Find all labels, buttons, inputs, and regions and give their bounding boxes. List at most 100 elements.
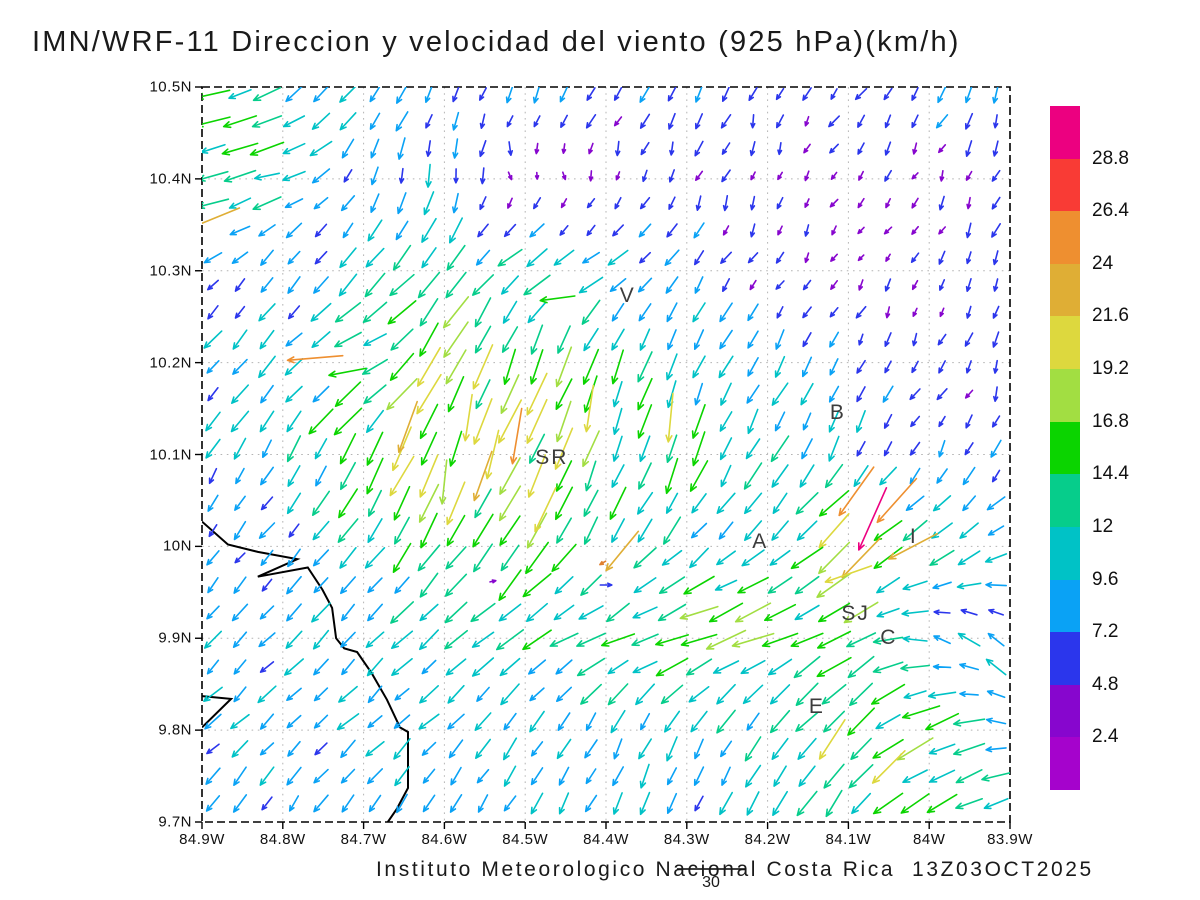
wind-arrow	[824, 565, 873, 584]
wind-arrow	[992, 331, 1000, 348]
wind-arrow	[530, 324, 544, 355]
wind-arrow	[959, 662, 979, 671]
wind-arrow	[258, 522, 276, 539]
station-label-b: B	[829, 401, 846, 425]
wind-arrow	[911, 225, 919, 235]
wind-arrow	[421, 741, 437, 756]
wind-arrow	[817, 630, 852, 649]
wind-arrow	[338, 488, 358, 519]
wind-arrow	[668, 196, 676, 210]
station-label-e: E	[808, 695, 825, 719]
wind-arrow	[286, 435, 302, 463]
wind-arrow	[912, 332, 918, 347]
wind-arrow	[933, 609, 951, 616]
wind-arrow	[582, 251, 600, 264]
wind-arrow	[747, 252, 759, 264]
wind-arrow	[558, 766, 570, 786]
wind-arrow	[721, 142, 731, 155]
wind-arrow	[453, 168, 459, 184]
wind-arrow	[804, 252, 810, 264]
wind-arrow	[985, 581, 1007, 589]
wind-arrow	[909, 441, 921, 456]
wind-arrow	[396, 87, 407, 104]
colorbar-tick-label: 12	[1092, 515, 1114, 537]
wind-arrow	[902, 580, 928, 591]
wind-arrow	[530, 741, 544, 757]
wind-arrow	[611, 302, 625, 322]
wind-arrow	[695, 195, 702, 211]
wind-arrow	[770, 435, 790, 463]
wind-arrow	[830, 88, 838, 100]
wind-arrow	[288, 795, 300, 812]
wind-arrow	[955, 798, 983, 810]
wind-arrow	[259, 410, 275, 433]
wind-arrow	[749, 195, 756, 211]
wind-arrow	[633, 577, 657, 594]
wind-arrow	[731, 632, 775, 648]
wind-arrow	[966, 251, 972, 265]
wind-arrow	[965, 170, 973, 181]
colorbar-tick-label: 16.8	[1092, 410, 1129, 432]
wind-arrow	[419, 454, 439, 498]
wind-arrow	[611, 328, 625, 351]
wind-arrow	[207, 305, 219, 320]
wind-arrow	[527, 454, 547, 498]
wind-arrow	[953, 742, 986, 756]
wind-arrow	[853, 465, 869, 487]
wind-arrow	[694, 382, 704, 406]
wind-arrow	[661, 549, 683, 566]
wind-arrow	[529, 687, 545, 702]
wind-arrow	[286, 410, 302, 433]
wind-arrow	[776, 114, 785, 129]
wind-arrow	[446, 244, 466, 271]
wind-arrow	[612, 435, 623, 462]
wind-arrow	[985, 658, 1007, 676]
wind-arrow	[639, 196, 651, 210]
wind-arrow	[798, 765, 816, 787]
wind-arrow	[694, 140, 704, 157]
wind-arrow	[885, 253, 891, 262]
lat-tick-label: 10.1N	[149, 446, 192, 463]
wind-arrow	[986, 496, 1006, 511]
wind-arrow	[960, 608, 978, 616]
wind-arrow	[203, 330, 223, 349]
wind-arrow	[334, 301, 362, 323]
wind-arrow	[365, 631, 385, 649]
wind-arrow	[959, 691, 979, 697]
wind-arrow	[366, 431, 384, 466]
wind-arrow	[474, 712, 492, 731]
wind-arrow	[931, 522, 953, 539]
wind-arrow	[419, 322, 439, 357]
wind-arrow	[287, 250, 301, 265]
wind-arrow	[873, 520, 903, 541]
wind-arrow	[965, 414, 973, 429]
wind-arrow	[655, 657, 689, 677]
wind-arrow	[397, 400, 418, 453]
wind-arrow	[818, 490, 850, 517]
wind-arrow	[366, 457, 384, 495]
wind-arrow	[952, 718, 986, 727]
wind-arrow	[885, 198, 891, 209]
wind-arrow	[502, 300, 518, 324]
wind-arrow	[389, 273, 415, 297]
wind-arrow	[606, 602, 630, 623]
wind-arrow	[665, 276, 679, 294]
wind-arrow	[797, 737, 817, 760]
colorbar-segment	[1050, 369, 1080, 423]
wind-arrow	[533, 197, 542, 210]
wind-arrow	[776, 306, 784, 319]
wind-arrow	[744, 492, 763, 515]
wind-arrow	[477, 794, 489, 813]
wind-arrow	[708, 602, 744, 623]
colorbar-tick-label: 7.2	[1092, 621, 1119, 643]
wind-arrow	[911, 197, 919, 209]
wind-arrow	[637, 351, 653, 383]
wind-arrow	[909, 388, 921, 401]
wind-arrow	[422, 794, 436, 813]
wind-arrow	[599, 560, 607, 566]
wind-arrow	[202, 116, 231, 128]
wind-arrow	[582, 430, 600, 468]
wind-arrow	[393, 738, 411, 760]
wind-arrow	[370, 138, 380, 159]
wind-arrow	[747, 303, 759, 322]
